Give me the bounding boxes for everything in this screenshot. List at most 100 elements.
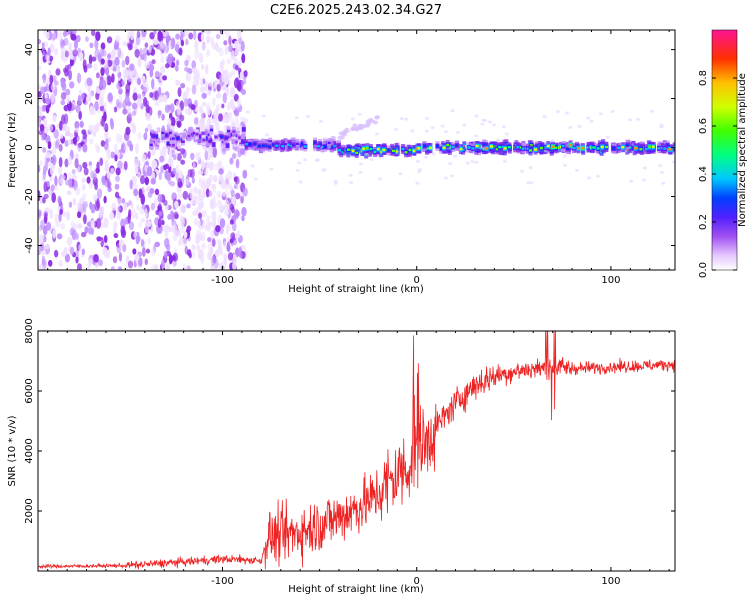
spectrogram-signal-core [168, 132, 172, 136]
spectrogram-speckle [159, 155, 165, 163]
spectrogram-speckle [185, 38, 189, 46]
spectrogram-speckle [100, 67, 105, 76]
spectrogram-speckle [110, 167, 115, 175]
spectrogram-speckle [158, 171, 162, 181]
spectrogram-speckle [474, 160, 479, 164]
spectrogram-speckle [50, 83, 56, 91]
spectrogram-speckle [38, 118, 41, 124]
spectrogram-speckle [38, 190, 41, 202]
spectrogram-speckle [184, 59, 189, 67]
spectrogram-speckle [38, 38, 42, 45]
spectrogram-speckle [129, 121, 134, 127]
spectrogram-speckle [207, 106, 211, 116]
spectrogram-speckle [103, 195, 107, 204]
spectrogram-speckle [424, 129, 429, 133]
spectrogram-signal-core [262, 144, 266, 147]
spectrogram-speckle [114, 154, 118, 162]
spectrogram-signal-core [197, 135, 201, 138]
spectrogram-signal-core [446, 143, 450, 147]
spectrogram-speckle [74, 158, 79, 169]
spec-xtick-label: 100 [601, 275, 620, 286]
spectrogram-speckle [199, 77, 204, 87]
spectrogram-signal-core [572, 146, 576, 150]
spectrogram-speckle [208, 190, 213, 197]
spectrogram-speckle [182, 237, 187, 247]
spectrogram-signal-core [507, 146, 511, 149]
spectrogram-speckle [671, 160, 675, 164]
spectrogram-speckle [50, 184, 55, 191]
spectrogram-signal-core [320, 145, 324, 149]
spectrogram-speckle [205, 223, 211, 231]
spectrogram-signal-core [241, 135, 245, 138]
spectrogram-speckle [216, 103, 221, 112]
spectrogram-speckle [444, 130, 449, 134]
spectrogram-speckle [39, 234, 44, 241]
spectrogram-speckle [114, 56, 120, 67]
spectrogram-axes: -100 0 100 -40 -20 0 20 40 [24, 30, 675, 286]
spectrogram-speckle [245, 110, 250, 114]
spectrogram-signal-core [194, 138, 198, 141]
spectrogram-speckle [51, 91, 55, 103]
spectrogram-speckle [234, 247, 240, 258]
spectrogram-signal-core [292, 143, 296, 147]
spectrogram-speckle [154, 90, 159, 101]
spectrogram-speckle [368, 117, 374, 122]
spectrogram-speckle [112, 66, 118, 72]
spectrogram-signal-core [639, 148, 643, 151]
spectrogram-speckle [172, 167, 177, 175]
spectrogram-speckle [67, 138, 72, 145]
spectrogram-speckle [118, 252, 123, 262]
spectrogram-speckle [209, 229, 215, 240]
spectrogram-speckle [71, 169, 76, 175]
spectrogram-speckle [126, 140, 132, 147]
spectrogram-speckle [344, 127, 350, 132]
spectrogram-speckle [127, 112, 133, 119]
spectrogram-speckle [44, 160, 49, 172]
spectrogram-speckle [189, 188, 193, 200]
spectrogram-speckle [180, 39, 185, 47]
spectrogram-speckle [137, 171, 142, 179]
spectrogram-signal-core [232, 130, 236, 133]
spectrogram-signal-core [156, 139, 160, 142]
spectrogram-speckle [239, 147, 246, 156]
spectrogram-speckle [146, 166, 153, 177]
spectrogram-speckle [140, 53, 145, 61]
spectrogram-speckle [134, 157, 139, 168]
colorbar-gradient [712, 30, 737, 270]
spectrogram-signal-core [561, 144, 565, 148]
spectrogram-speckle [393, 127, 398, 131]
spectrogram-speckle [357, 112, 362, 116]
spectrogram-speckle [145, 224, 149, 234]
spectrogram-speckle [132, 92, 138, 101]
spectrogram-speckle [62, 30, 67, 38]
spectrogram-signal-core [227, 130, 231, 133]
spectrogram-speckle [81, 184, 86, 191]
spectrogram-speckle [193, 30, 197, 41]
spectrogram-speckle [95, 217, 102, 229]
spectrogram-speckle [112, 49, 117, 57]
colorbar-tick-label: 0.0 [698, 262, 709, 278]
spectrogram-speckle [64, 68, 69, 77]
spectrogram-speckle [92, 172, 97, 181]
spectrogram-speckle [227, 252, 234, 261]
spectrogram-speckle [132, 248, 137, 255]
spectrogram-speckle [134, 212, 139, 220]
spectrogram-speckle [115, 98, 120, 108]
spectrogram-speckle [204, 149, 209, 161]
spectrogram-speckle [64, 139, 69, 147]
spectrogram-speckle [269, 167, 274, 171]
spectrogram-speckle [415, 159, 420, 163]
spectrogram-speckle [186, 249, 192, 256]
colorbar-frame [711, 29, 738, 271]
spectrogram-speckle [194, 186, 198, 195]
spectrogram-speckle [167, 104, 172, 111]
spectrogram-signal-core [295, 142, 299, 146]
spectrogram-speckle [114, 183, 120, 190]
spectrogram-speckle [191, 60, 197, 70]
spectrogram-speckle [68, 178, 73, 188]
spectrogram-speckle [212, 146, 218, 158]
spectrogram-speckle [68, 69, 72, 81]
spectrogram-speckle [59, 133, 64, 139]
spectrogram-speckle [88, 124, 94, 133]
spectrogram-speckle [134, 166, 139, 175]
